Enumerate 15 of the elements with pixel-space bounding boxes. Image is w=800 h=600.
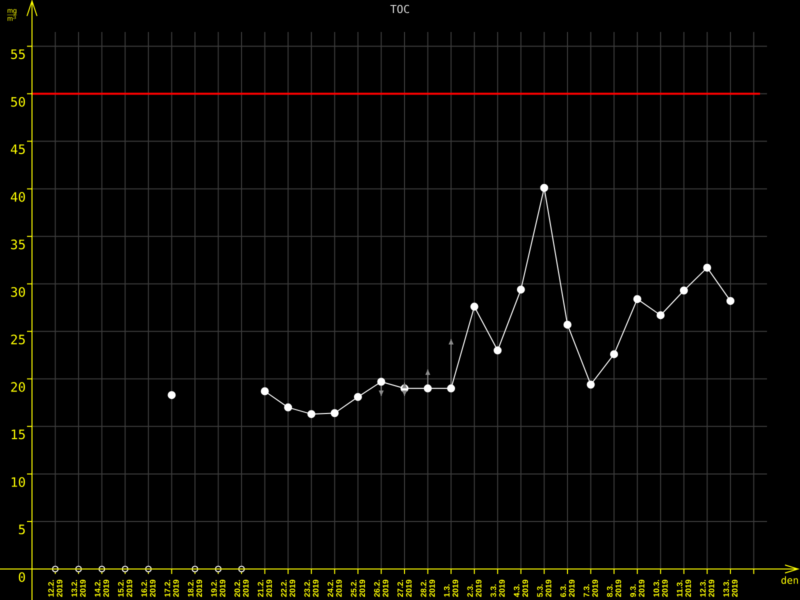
y-tick-label: 0 bbox=[18, 572, 25, 582]
y-tick-label: 55 bbox=[11, 49, 25, 60]
x-axis-title: den bbox=[781, 576, 798, 584]
y-tick-label: 40 bbox=[10, 192, 25, 202]
y-tick-label: 10 bbox=[12, 477, 25, 487]
chart-title: TOC bbox=[390, 4, 410, 14]
y-tick-label: 25 bbox=[11, 334, 25, 344]
y-tick-label: 35 bbox=[11, 240, 25, 250]
y-tick-label: 15 bbox=[12, 430, 25, 440]
y-tick-label: 45 bbox=[10, 144, 25, 154]
y-tick-label: 30 bbox=[11, 287, 25, 297]
y-tick-label: 5 bbox=[18, 524, 25, 534]
y-tick-label: 50 bbox=[11, 96, 25, 107]
y-axis-title: $\frac{\mathrm{mg}}{\mathrm{m}^{3}}$ bbox=[7, 9, 17, 21]
y-tick-label: 20 bbox=[11, 382, 25, 392]
